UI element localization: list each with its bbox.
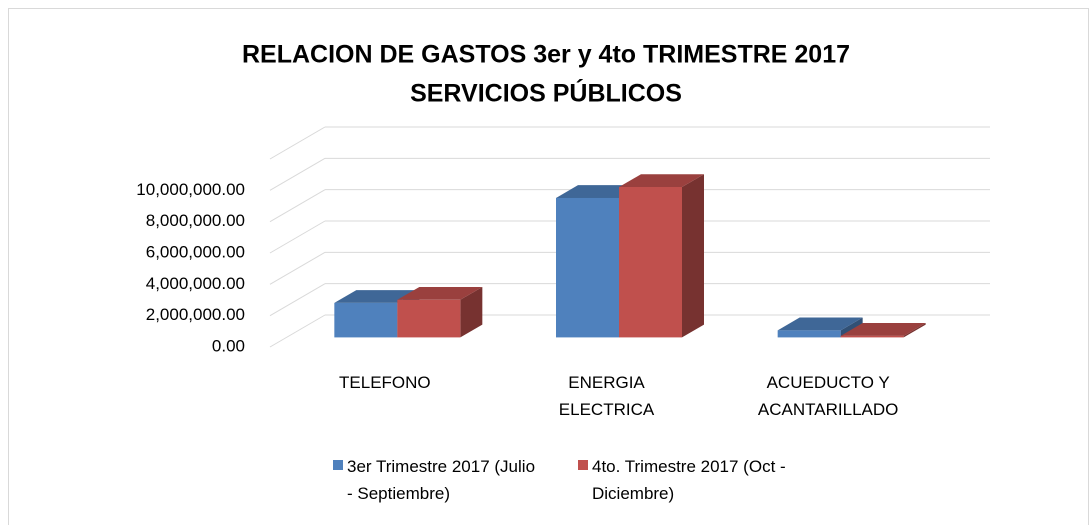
y-tick-label: 10,000,000.00 [136, 180, 245, 199]
grid-line [269, 283, 326, 317]
y-tick-label: 0.00 [212, 336, 245, 355]
grid-line [269, 251, 326, 285]
grid-line [269, 314, 326, 348]
bar-top [840, 323, 926, 336]
bar [334, 302, 398, 338]
bar [777, 330, 841, 338]
x-tick-label: TELEFONO [339, 373, 431, 392]
legend-label: 4to. Trimestre 2017 (Oct - Diciembre) [592, 457, 786, 503]
grid-line [269, 157, 326, 191]
bar [556, 197, 619, 338]
y-tick-label: 4,000,000.00 [146, 274, 245, 293]
bar [397, 299, 461, 338]
grid-line [269, 220, 326, 254]
bar-top [397, 287, 483, 300]
bar-side [903, 323, 926, 338]
y-tick-label: 2,000,000.00 [146, 305, 245, 324]
chart-subtitle: SERVICIOS PÚBLICOS [410, 78, 682, 108]
y-tick-label: 6,000,000.00 [146, 242, 245, 261]
legend-label: 3er Trimestre 2017 (Julio - Septiembre) [347, 457, 536, 503]
chart-title: RELACION DE GASTOS 3er y 4to TRIMESTRE 2… [242, 41, 850, 69]
bar-side [460, 287, 483, 338]
legend-swatch [578, 460, 588, 470]
chart-border [8, 8, 1089, 525]
x-tick-label: ACUEDUCTO Y ACANTARILLADO [757, 373, 899, 419]
legend-swatch [333, 460, 343, 470]
bar-top [777, 317, 863, 331]
bar [840, 335, 904, 338]
bar-top [619, 174, 704, 187]
x-tick-label: ENERGIA ELECTRICA [558, 373, 655, 419]
bar-side [840, 317, 863, 338]
grid-line [269, 126, 326, 160]
y-tick-label: 8,000,000.00 [146, 211, 245, 230]
bar [619, 187, 682, 338]
grid-line [269, 189, 326, 223]
bar-side [682, 174, 704, 338]
